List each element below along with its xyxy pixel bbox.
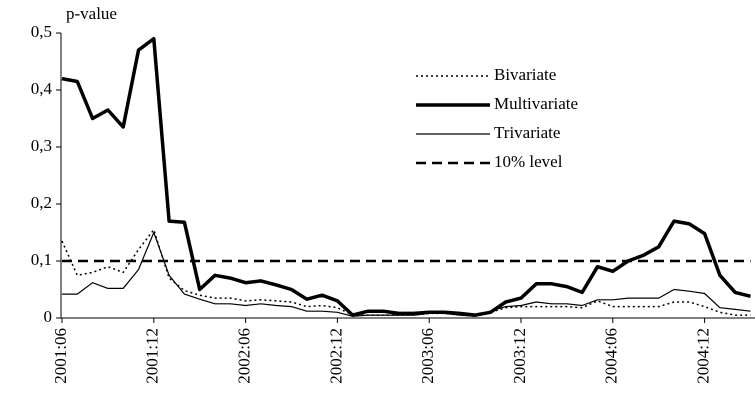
series-line	[61, 36, 751, 317]
legend-label: Bivariate	[494, 65, 556, 84]
x-tick-label: 2003:12	[510, 328, 529, 384]
series-line	[62, 231, 751, 317]
x-tick-label: 2002:06	[235, 328, 254, 384]
x-tick-label: 2001:06	[51, 328, 70, 384]
x-tick-label: 2003:06	[418, 328, 437, 384]
x-tick-label: 2004:06	[602, 328, 621, 384]
series-line	[61, 228, 751, 318]
y-axis-title: p-value	[66, 4, 117, 23]
y-tick-label: 0,1	[31, 250, 52, 269]
x-tick-label: 2004:12	[694, 328, 713, 384]
y-tick-label: 0,5	[31, 22, 52, 41]
y-tick-label: 0,4	[31, 79, 53, 98]
legend-label: 10% level	[494, 152, 563, 171]
y-tick-label: 0,3	[31, 136, 52, 155]
x-tick-label: 2002:12	[326, 328, 345, 384]
y-tick-label: 0,2	[31, 193, 52, 212]
legend-label: Trivariate	[494, 123, 560, 142]
legend-label: Multivariate	[494, 94, 578, 113]
y-tick-label: 0	[44, 307, 53, 326]
x-tick-label: 2001:12	[143, 328, 162, 384]
